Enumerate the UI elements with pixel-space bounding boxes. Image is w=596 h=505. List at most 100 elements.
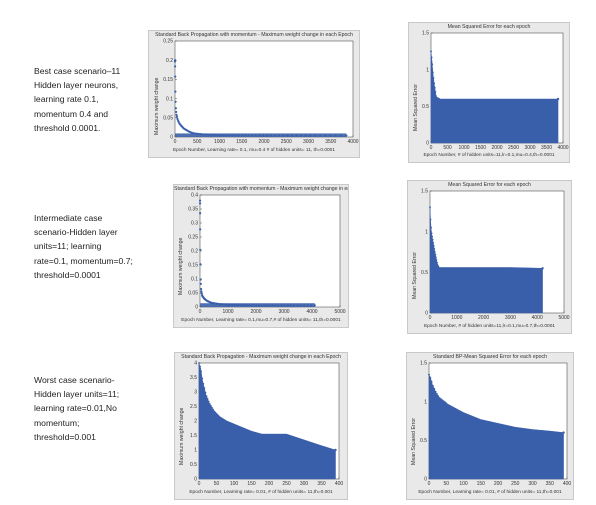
x-tick-label: 2500 bbox=[281, 139, 292, 145]
y-tick-label: 0.15 bbox=[188, 263, 198, 269]
series-point bbox=[206, 398, 209, 400]
series-point bbox=[199, 228, 202, 231]
chart-title: Standard BP-Mean Squared Error for each … bbox=[433, 354, 547, 360]
y-tick-label: 0 bbox=[170, 135, 173, 141]
chart-title: Standard Back Propagation - Maximum weig… bbox=[181, 354, 341, 360]
x-tick-label: 200 bbox=[265, 481, 274, 487]
chart-best-weight-change: Standard Back Propagation with momentum … bbox=[148, 30, 360, 158]
x-tick-label: 150 bbox=[477, 481, 486, 487]
x-tick-label: 500 bbox=[443, 145, 452, 151]
series-area bbox=[430, 51, 559, 144]
series-point bbox=[174, 65, 177, 68]
series-point bbox=[199, 287, 203, 291]
x-tick-label: 250 bbox=[511, 481, 520, 487]
caption-line: rate=0.1, momentum=0.7; bbox=[34, 255, 133, 266]
series-point bbox=[209, 404, 212, 407]
series-point bbox=[203, 387, 206, 390]
chart-title: Standard Back Propagation with momentum … bbox=[155, 32, 353, 38]
y-tick-label: 0 bbox=[426, 141, 429, 147]
x-tick-label: 400 bbox=[335, 481, 344, 487]
x-tick-label: 400 bbox=[563, 481, 572, 487]
series-point bbox=[202, 382, 205, 385]
series-point bbox=[438, 98, 441, 100]
series-point bbox=[199, 212, 202, 215]
series-point bbox=[440, 398, 442, 400]
y-tick-label: 0.25 bbox=[163, 39, 173, 45]
x-tick-label: 0 bbox=[199, 309, 202, 315]
series-band bbox=[200, 303, 315, 307]
x-tick-label: 5000 bbox=[334, 309, 345, 315]
chart-title: Mean Squared Error for each epoch bbox=[447, 24, 531, 30]
x-tick-label: 150 bbox=[247, 481, 256, 487]
y-tick-label: 1 bbox=[426, 67, 429, 73]
y-tick-label: 0 bbox=[424, 477, 427, 483]
chart-title: Mean Squared Error for each epoch bbox=[448, 182, 531, 188]
x-tick-label: 2000 bbox=[258, 139, 269, 145]
series-point bbox=[429, 218, 432, 221]
series-point bbox=[442, 400, 445, 403]
x-axis-label: Epoch Number, Learning rate= 0.01, # of … bbox=[418, 490, 562, 495]
y-axis-label: Maximum weight change bbox=[154, 77, 160, 135]
series-point bbox=[212, 408, 214, 411]
x-tick-label: 100 bbox=[459, 481, 468, 487]
x-axis-label: Epoch Number, Learning rate= 0.1,mu=0.7,… bbox=[181, 318, 341, 323]
axes-box bbox=[174, 40, 354, 138]
chart-worst-weight-change: Standard Back Propagation - Maximum weig… bbox=[174, 352, 348, 500]
x-tick-label: 1000 bbox=[451, 315, 462, 321]
chart-title: Standard Back Propagation with momentum … bbox=[174, 186, 348, 192]
series-point bbox=[428, 373, 430, 376]
x-tick-label: 3000 bbox=[278, 309, 289, 315]
y-tick-label: 1.5 bbox=[422, 31, 429, 37]
y-tick-label: 4 bbox=[194, 361, 197, 367]
caption-intermediate-case: Intermediate case scenario-Hidden layer … bbox=[34, 211, 174, 282]
x-tick-label: 300 bbox=[300, 481, 309, 487]
y-tick-label: 0.05 bbox=[163, 116, 173, 122]
plot-area: 0 1000 2000 3000 4000 5000 0 0.05 0.1 0.15 0.2 0.25… bbox=[188, 193, 346, 315]
y-tick-label: 2 bbox=[194, 419, 197, 425]
caption-line: scenario-Hidden layer bbox=[34, 227, 118, 238]
caption-line: Best case scenario–11 bbox=[34, 66, 121, 76]
x-axis-label: Epoch Number, # of hidden units=11,lr=0.… bbox=[423, 324, 556, 329]
series-point bbox=[441, 399, 444, 401]
y-axis-label: Maximum weight change bbox=[179, 407, 185, 465]
plot-area: 0 1000 2000 3000 4000 5000 0 0.5 1 1.5 bbox=[421, 189, 570, 321]
series-point bbox=[434, 256, 437, 259]
x-tick-label: 2000 bbox=[250, 309, 261, 315]
series-point bbox=[434, 253, 437, 256]
series-point bbox=[431, 63, 434, 66]
y-tick-label: 0 bbox=[195, 305, 198, 311]
y-tick-label: 0.15 bbox=[163, 77, 173, 83]
series-point bbox=[437, 395, 440, 398]
series-point bbox=[199, 278, 202, 281]
caption-line: Hidden layer units=11; bbox=[34, 389, 120, 400]
series-point bbox=[433, 251, 436, 253]
x-tick-label: 0 bbox=[430, 145, 433, 151]
series-point bbox=[429, 376, 432, 379]
y-tick-label: 0.1 bbox=[166, 96, 173, 102]
series-point bbox=[175, 113, 178, 116]
x-tick-label: 0 bbox=[428, 481, 431, 487]
series-point bbox=[430, 226, 432, 229]
series-point bbox=[434, 390, 437, 393]
y-tick-label: 1.5 bbox=[420, 361, 427, 367]
x-tick-label: 3000 bbox=[524, 145, 535, 151]
y-tick-label: 3.5 bbox=[190, 375, 197, 381]
y-tick-label: 0.1 bbox=[191, 277, 198, 283]
series-point bbox=[207, 400, 210, 403]
y-axis-label: Mean Squared Error bbox=[413, 84, 419, 131]
y-tick-label: 0.5 bbox=[421, 270, 428, 276]
series-point bbox=[431, 235, 434, 238]
chart-intermediate-weight-change: Standard Back Propagation with momentum … bbox=[173, 184, 349, 328]
series-end-point bbox=[556, 97, 560, 101]
plot-area: 0 50 100 150 200 250 300 350 400 0 0.5 1 1.5 2 2.5 3 3.5… bbox=[190, 361, 344, 487]
series-point bbox=[432, 77, 435, 79]
series-point bbox=[173, 60, 177, 63]
x-tick-label: 3000 bbox=[505, 315, 516, 321]
series-point bbox=[435, 95, 437, 98]
series-end-point bbox=[334, 448, 337, 452]
x-tick-label: 50 bbox=[443, 481, 449, 487]
series-point bbox=[201, 377, 204, 380]
x-axis-label: Epoch Number, Learning rate= 0.1, mu=0.4… bbox=[172, 148, 336, 153]
y-tick-label: 2.5 bbox=[190, 404, 197, 410]
series-point bbox=[444, 401, 446, 404]
